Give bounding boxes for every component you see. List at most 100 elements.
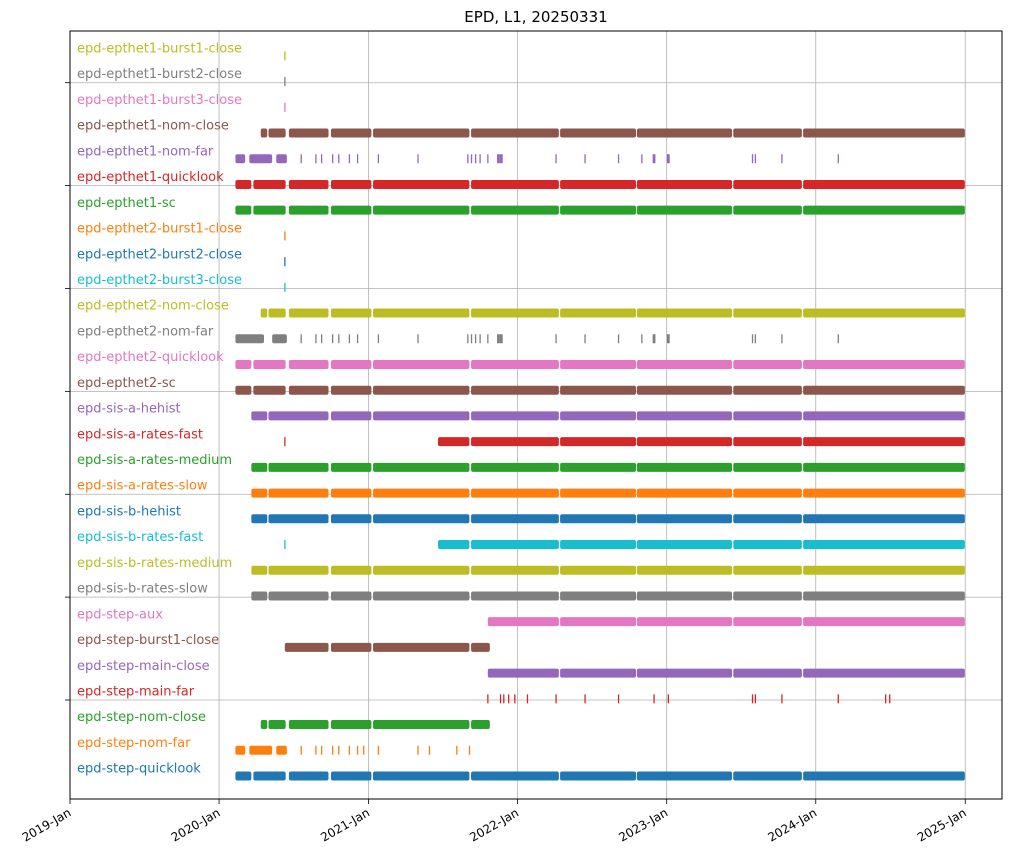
interval-bar [253,205,286,215]
event-mark [781,154,783,164]
series-label: epd-epthet2-burst1-close [77,222,242,237]
x-tick-label: 2020-Jan [169,805,223,844]
event-mark-thick [499,154,503,164]
interval-bar [560,179,637,189]
interval-bar [636,565,733,575]
event-mark [837,154,839,164]
interval-bar [471,462,559,472]
interval-bar [330,359,372,369]
series-label: epd-sis-a-rates-slow [77,479,208,494]
interval-bar [636,617,733,627]
interval-bar [471,385,559,395]
series-label: epd-sis-a-rates-fast [77,427,203,442]
event-mark [470,154,473,164]
event-mark [781,334,783,344]
series-label: epd-step-aux [77,607,163,622]
event-mark [617,154,620,164]
interval-bar [560,462,637,472]
interval-bar [803,540,965,550]
interval-bar [288,385,329,395]
event-mark [356,154,359,164]
series-label: epd-step-nom-far [77,736,191,751]
interval-bar [733,308,802,318]
interval-bar [330,411,372,421]
interval-bar [733,668,802,678]
interval-bar [268,462,329,472]
interval-bar [803,462,965,472]
interval-bar [471,437,559,447]
interval-bar [268,488,329,498]
x-tick-label: 2022-Jan [467,805,521,844]
event-mark [641,154,643,164]
event-mark [617,694,620,704]
interval-bar [471,514,559,524]
interval-bar [560,437,637,447]
x-tick-label: 2025-Jan [915,805,969,844]
interval-bar [560,540,637,550]
event-mark [889,694,891,704]
interval-bar [268,591,329,601]
x-tick-label: 2023-Jan [616,805,670,844]
interval-bar [733,540,802,550]
interval-bar [284,642,329,652]
series-label: epd-epthet1-burst3-close [77,93,242,108]
event-mark [474,334,477,344]
series-label: epd-epthet1-quicklook [77,170,224,185]
interval-bar [373,514,470,524]
event-mark [338,154,340,164]
event-mark [474,154,477,164]
interval-bar [560,385,637,395]
interval-bar [253,359,286,369]
interval-bar [288,720,329,730]
interval-bar [803,617,965,627]
interval-bar [636,540,733,550]
interval-bar [251,462,268,472]
interval-bar [373,128,470,138]
event-mark [467,334,469,344]
series-label: epd-step-burst1-close [77,633,219,648]
series-label: epd-epthet2-nom-close [77,299,229,314]
event-mark [754,334,757,344]
event-mark [320,154,323,164]
event-mark [332,745,334,755]
event-mark [751,334,754,344]
interval-bar [373,359,470,369]
series-label: epd-epthet1-nom-far [77,144,214,159]
interval-bar [560,128,637,138]
interval-bar [373,308,470,318]
interval-bar [373,591,470,601]
interval-bar [288,128,329,138]
event-mark [584,334,586,344]
interval-bar [636,128,733,138]
event-mark-thick [497,334,500,344]
interval-bar [733,385,802,395]
event-mark [284,77,286,87]
interval-bar [733,411,802,421]
interval-bar [636,514,733,524]
interval-bar [235,771,252,781]
interval-bar [235,154,246,164]
interval-bar [373,205,470,215]
x-tick-label: 2021-Jan [318,805,372,844]
interval-bar [437,540,470,550]
interval-bar [560,411,637,421]
event-mark [338,745,340,755]
interval-bar [471,308,559,318]
interval-bar [560,514,637,524]
series-label: epd-epthet2-burst2-close [77,247,242,262]
interval-bar [471,205,559,215]
event-mark [320,745,323,755]
event-mark [377,745,380,755]
event-mark-thick [499,334,503,344]
interval-bar [636,771,733,781]
interval-bar [636,308,733,318]
interval-bar [330,308,372,318]
interval-bar [560,488,637,498]
interval-bar [373,462,470,472]
interval-bar [560,591,637,601]
interval-bar [636,359,733,369]
interval-bar [733,179,802,189]
series-label: epd-step-main-close [77,659,210,674]
event-mark [467,154,469,164]
